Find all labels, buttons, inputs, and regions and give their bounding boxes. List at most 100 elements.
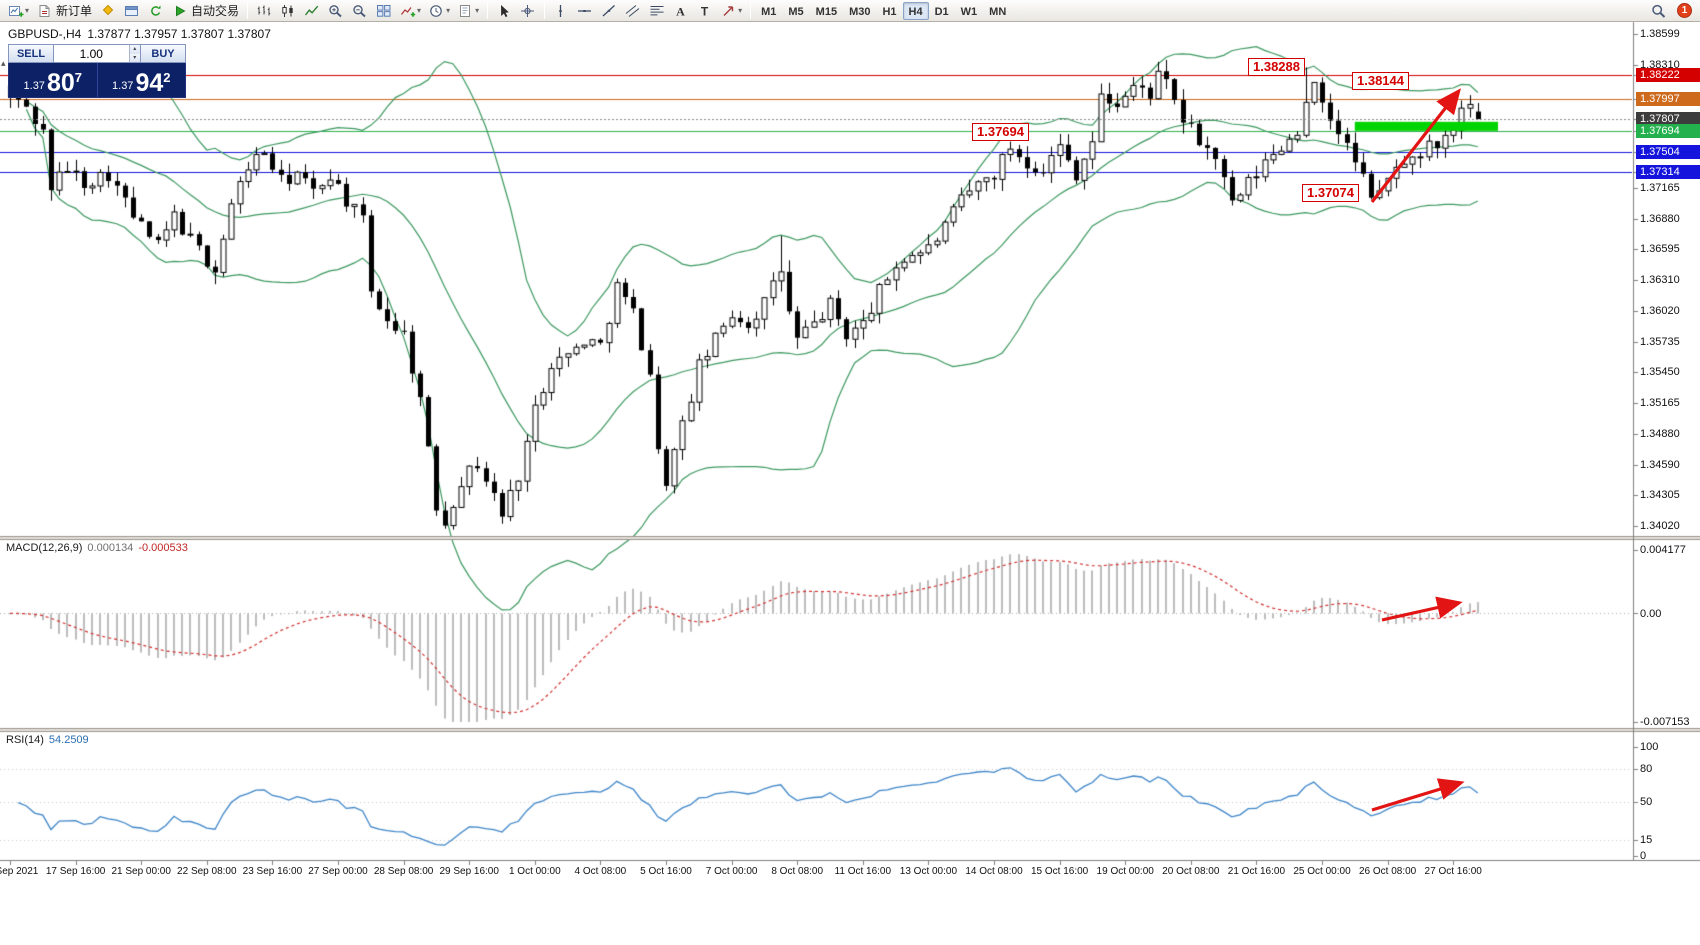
macd-name: MACD(12,26,9) [6,542,83,554]
market-watch-button[interactable] [120,1,144,20]
one-click-collapse-button[interactable] [1,58,6,69]
chart-title: GBPUSD-,H4 1.37877 1.37957 1.37807 1.3780… [8,27,271,41]
ref-icon [151,5,161,16]
price-axis-label: 1.34880 [1640,427,1680,440]
bars-icon [257,5,271,15]
indicators-button[interactable] [396,1,425,20]
new-chart-button[interactable] [4,1,33,20]
lch-icon [304,5,319,15]
mql5-community-button[interactable] [96,1,120,20]
horizontal-line-button[interactable] [573,1,597,20]
price-axis-label: 1.35165 [1640,396,1680,409]
fibonacci-retracement-button[interactable] [645,1,669,20]
time-axis-label: 8 Oct 08:00 [771,866,824,877]
price-axis-label: 1.34590 [1640,458,1680,471]
timeframe-m15-button[interactable]: M15 [815,5,838,18]
rsi-axis-label: 15 [1640,833,1653,846]
timeframe-h4-button[interactable]: H4 [902,1,929,20]
new-order-button[interactable]: 新订单 [33,1,96,20]
price-axis-label: 1.36880 [1640,212,1680,225]
price-axis-label: 1.36310 [1640,273,1680,286]
play-icon [176,5,186,16]
notification-badge[interactable]: 1 [1677,3,1692,18]
search-button[interactable] [1647,1,1671,20]
tile-windows-button[interactable] [372,1,396,20]
zoom-in-button[interactable] [324,1,348,20]
vertical-line-button[interactable] [549,1,573,20]
buy-price-button[interactable]: 1.37 94 2 [97,63,185,97]
trendline-button[interactable] [597,1,621,20]
rsi-value: 54.2509 [48,734,89,746]
time-axis-label: 25 Oct 00:00 [1293,866,1351,877]
toolbar-separator [750,2,752,19]
line-chart-button[interactable] [300,1,324,20]
time-axis-label: 19 Oct 00:00 [1096,866,1154,877]
svg-text:T: T [701,4,709,18]
price-axis-tag: 1.37694 [1636,124,1700,139]
templates-button[interactable] [454,1,483,20]
zoom-out-button[interactable] [348,1,372,20]
time-axis-label: 5 Oct 16:00 [640,866,692,877]
crosshair-button[interactable] [516,1,540,20]
svg-text:A: A [676,4,685,18]
cursor-button[interactable] [492,1,516,20]
time-axis-label: 21 Oct 16:00 [1227,866,1286,877]
volume-up-button[interactable] [129,45,140,54]
vl-icon [559,4,562,17]
bid-pipette: 7 [74,70,82,85]
volume-stepper [128,45,140,62]
dropdown-caret-icon [417,6,421,15]
equidistant-channel-button[interactable] [621,1,645,20]
dropdown-caret-icon [738,6,742,15]
time-axis-label: 15 Oct 16:00 [1030,866,1089,877]
rsi-axis-label: 100 [1640,741,1659,753]
time-axis-label: 28 Sep 08:00 [373,866,434,877]
tpl-icon [460,4,471,17]
sell-button[interactable]: SELL [8,44,54,63]
ask-prefix: 1.37 [112,80,134,92]
time-axis-label: 26 Oct 08:00 [1358,866,1417,877]
autotrading-button[interactable]: 自动交易 [168,1,243,20]
time-axis-label: 21 Sep 00:00 [111,866,171,877]
price-callout[interactable]: 1.38288 [1248,58,1305,76]
time-axis-label: 23 Sep 16:00 [242,866,303,877]
tile-icon [377,4,391,17]
sell-price-button[interactable]: 1.37 80 7 [9,63,98,97]
toolbar-separator [544,2,546,19]
cur-icon [501,4,509,17]
candlestick-chart-button[interactable] [276,1,300,20]
macd-indicator-label: MACD(12,26,9) 0.000134 -0.000533 [6,542,188,554]
volume-down-button[interactable] [129,53,140,62]
price-callout[interactable]: 1.38144 [1352,72,1409,90]
one-click-prices: 1.37 80 7 1.37 94 2 [8,63,186,98]
periods-button[interactable] [425,1,454,20]
text-label-button[interactable]: T [693,1,717,20]
dropdown-caret-icon [25,6,29,15]
chart-ohlc-values: 1.37877 1.37957 1.37807 1.37807 [87,27,271,41]
timeframe-m1-button[interactable]: M1 [761,5,777,18]
toolbar-separator [247,2,249,19]
text-button[interactable]: A [669,1,693,20]
timeframe-m30-button[interactable]: M30 [849,5,871,18]
price-axis-label: 1.35450 [1640,366,1680,379]
timeframe-mn-button[interactable]: MN [989,5,1007,18]
timeframe-h1-button[interactable]: H1 [882,5,897,18]
price-callout[interactable]: 1.37694 [972,123,1029,141]
winp-icon [125,5,139,16]
timeframe-w1-button[interactable]: W1 [960,5,978,18]
refresh-button[interactable] [144,1,168,20]
bar-chart-button[interactable] [252,1,276,20]
buy-button[interactable]: BUY [140,44,186,63]
price-axis-label: 1.35735 [1640,335,1680,348]
main-toolbar: 新订单 自动交易 A T M1 M5 M15 M30 H1 H4 D1 W1 MN 1 [0,0,1700,22]
price-callout[interactable]: 1.37074 [1302,184,1359,202]
volume-input[interactable] [54,45,129,62]
timeframe-m5-button[interactable]: M5 [788,5,804,18]
search-icon [1652,4,1666,18]
timeframe-d1-button[interactable]: D1 [934,5,949,18]
arrows-object-button[interactable] [717,1,746,20]
toolbar-right-group: 1 [1647,1,1696,20]
